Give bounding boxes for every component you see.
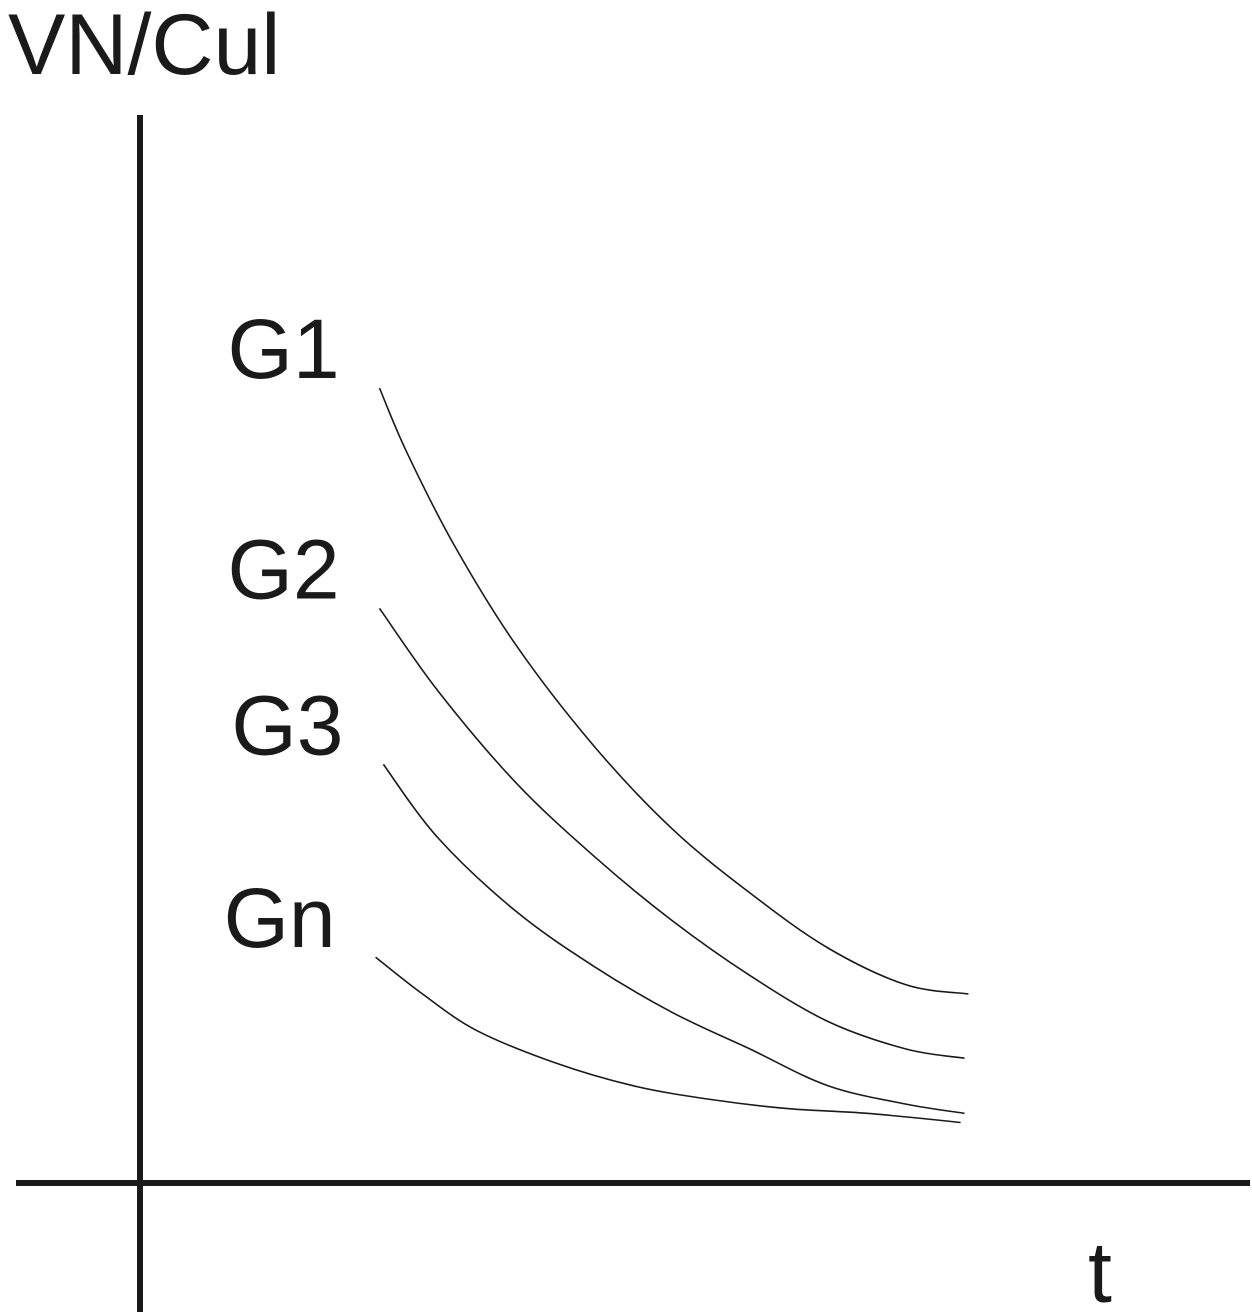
series-layer: G1 G2 G3 Gn [224, 302, 969, 1124]
series-label-g1: G1 [228, 302, 340, 396]
series-line-g1 [378, 387, 969, 995]
series-label-gn: Gn [224, 871, 336, 965]
y-axis-label: VN/Cul [8, 0, 280, 93]
x-axis-label: t [1088, 1225, 1112, 1314]
series-label-g2: G2 [228, 522, 340, 616]
series-line-g3 [382, 763, 965, 1115]
series-line-g2 [378, 607, 965, 1059]
series-line-gn [375, 956, 961, 1124]
series-label-g3: G3 [231, 678, 343, 772]
